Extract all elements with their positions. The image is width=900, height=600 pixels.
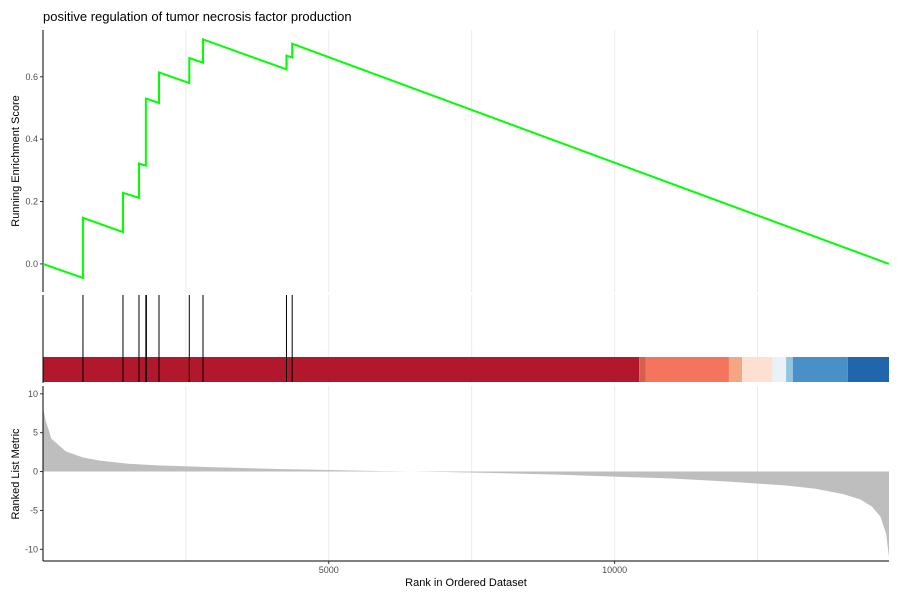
panel-enrichment-score: 0.0 0.2 0.4 0.6 Running Enrichment Score — [10, 30, 890, 292]
running-enrichment-score-line — [42, 37, 890, 280]
chart-title: positive regulation of tumor necrosis fa… — [43, 9, 352, 24]
ranked-x-axis-label: Rank in Ordered Dataset — [405, 577, 527, 589]
rank-color-band — [792, 357, 848, 382]
ranked-y-ticks: 10 5 0 -5 -10 — [25, 389, 43, 554]
rank-color-band — [43, 357, 640, 382]
rank-color-band — [639, 357, 646, 382]
ranked-metric-area — [43, 407, 889, 558]
y-tick-label: 0.6 — [25, 72, 38, 82]
y-tick-label: 0 — [33, 467, 38, 477]
ranked-x-ticks: 5000 10000 — [319, 561, 627, 575]
ranked-y-axis-label: Ranked List Metric — [10, 428, 22, 520]
y-tick-label: -10 — [25, 544, 38, 554]
enrichment-y-axis-label: Running Enrichment Score — [10, 95, 22, 226]
rank-color-band — [772, 357, 787, 382]
enrichment-y-ticks: 0.0 0.2 0.4 0.6 — [25, 72, 43, 269]
panel-gene-hits — [42, 295, 889, 383]
rank-color-bar — [43, 357, 889, 382]
enrichment-gridlines — [185, 30, 759, 292]
panel-ranked-metric: 10 5 0 -5 -10 5000 10000 Ranked List Metric R… — [10, 386, 889, 589]
rank-color-band — [742, 357, 773, 382]
rank-color-band — [786, 357, 793, 382]
y-tick-label: 10 — [28, 389, 38, 399]
rank-color-band — [728, 357, 743, 382]
rank-color-band — [847, 357, 889, 382]
y-tick-label: -5 — [30, 505, 38, 515]
y-tick-label: 0.2 — [25, 197, 38, 207]
ranked-axes — [42, 386, 889, 562]
gene-hit-marks — [82, 295, 293, 382]
y-tick-label: 0.4 — [25, 134, 38, 144]
rank-color-band — [645, 357, 729, 382]
x-tick-label: 10000 — [602, 565, 627, 575]
x-tick-label: 5000 — [319, 565, 339, 575]
y-tick-label: 5 — [33, 428, 38, 438]
y-tick-label: 0.0 — [25, 259, 38, 269]
